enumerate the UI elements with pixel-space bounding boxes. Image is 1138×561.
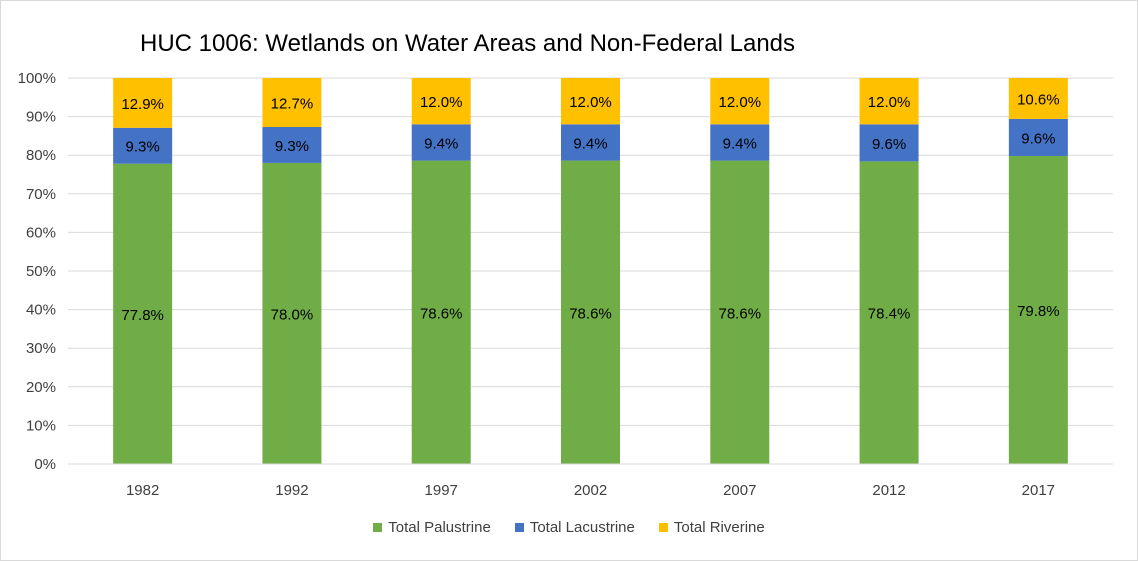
bar-segment <box>561 124 620 161</box>
data-label: 10.6% <box>1017 91 1060 108</box>
data-label: 9.6% <box>1021 130 1055 147</box>
data-label: 78.4% <box>868 306 911 323</box>
x-tick-label: 2012 <box>872 482 905 499</box>
chart-title: HUC 1006: Wetlands on Water Areas and No… <box>140 30 796 57</box>
y-tick-label: 40% <box>26 302 56 319</box>
bar-segment <box>710 78 770 125</box>
y-tick-label: 100% <box>18 70 56 87</box>
y-tick-label: 10% <box>26 417 56 434</box>
bar-segment <box>561 160 620 464</box>
y-tick-label: 30% <box>26 340 56 357</box>
bar-segment <box>262 78 322 128</box>
bar-segment <box>859 78 919 125</box>
data-label: 9.3% <box>275 138 309 155</box>
data-label: 12.7% <box>271 96 314 113</box>
bar-segment <box>710 160 770 464</box>
legend-label: Total Lacustrine <box>529 519 635 536</box>
y-tick-label: 70% <box>26 186 56 203</box>
bar-segment <box>262 127 322 163</box>
data-label: 79.8% <box>1017 303 1060 320</box>
bar-segment <box>411 78 471 125</box>
legend-swatch <box>514 523 524 532</box>
bar-segment <box>710 124 770 161</box>
y-tick-label: 80% <box>26 147 56 164</box>
chart-legend: Total Palustrine Total Lacustrine Total Ri… <box>0 519 1138 536</box>
bar-segment <box>262 162 322 465</box>
legend-label: Total Riverine <box>673 519 765 536</box>
data-label: 9.4% <box>573 135 607 152</box>
bar-segment <box>859 124 919 162</box>
x-tick-label: 1992 <box>275 482 308 499</box>
x-tick-label: 1982 <box>126 482 159 499</box>
bar-segment <box>1008 78 1068 119</box>
data-label: 12.9% <box>121 96 164 113</box>
bar-segment <box>411 160 471 464</box>
bar-segment <box>1008 118 1068 156</box>
data-label: 9.4% <box>723 135 757 152</box>
data-label: 78.6% <box>569 305 612 322</box>
y-tick-label: 20% <box>26 379 56 396</box>
y-tick-label: 60% <box>26 224 56 241</box>
legend-item: Total Palustrine <box>373 519 491 536</box>
data-label: 12.0% <box>868 94 911 111</box>
x-tick-label: 2007 <box>723 482 756 499</box>
x-tick-label: 1997 <box>425 482 458 499</box>
legend-swatch <box>373 523 383 532</box>
y-tick-label: 0% <box>34 456 56 473</box>
legend-swatch <box>658 523 668 532</box>
y-tick-label: 50% <box>26 263 56 280</box>
x-tick-label: 2002 <box>574 482 607 499</box>
data-label: 9.6% <box>872 136 906 153</box>
bar-segment <box>561 78 620 125</box>
y-tick-label: 90% <box>26 109 56 126</box>
data-label: 78.0% <box>271 306 314 323</box>
legend-item: Total Riverine <box>658 519 765 536</box>
data-label: 78.6% <box>420 305 463 322</box>
data-label: 12.0% <box>420 94 463 111</box>
bar-segment <box>113 78 173 128</box>
data-label: 12.0% <box>569 94 612 111</box>
data-label: 77.8% <box>121 307 164 324</box>
bar-segment <box>411 124 471 161</box>
bar-segment <box>113 127 173 164</box>
legend-item: Total Lacustrine <box>514 519 635 536</box>
data-label: 9.3% <box>126 139 160 156</box>
x-tick-label: 2017 <box>1022 482 1055 499</box>
bar-segment <box>859 161 919 464</box>
data-label: 12.0% <box>719 94 762 111</box>
bar-segment <box>113 163 173 464</box>
legend-label: Total Palustrine <box>388 519 491 536</box>
data-label: 78.6% <box>719 305 762 322</box>
data-label: 9.4% <box>424 135 458 152</box>
bar-segment <box>1008 155 1068 465</box>
